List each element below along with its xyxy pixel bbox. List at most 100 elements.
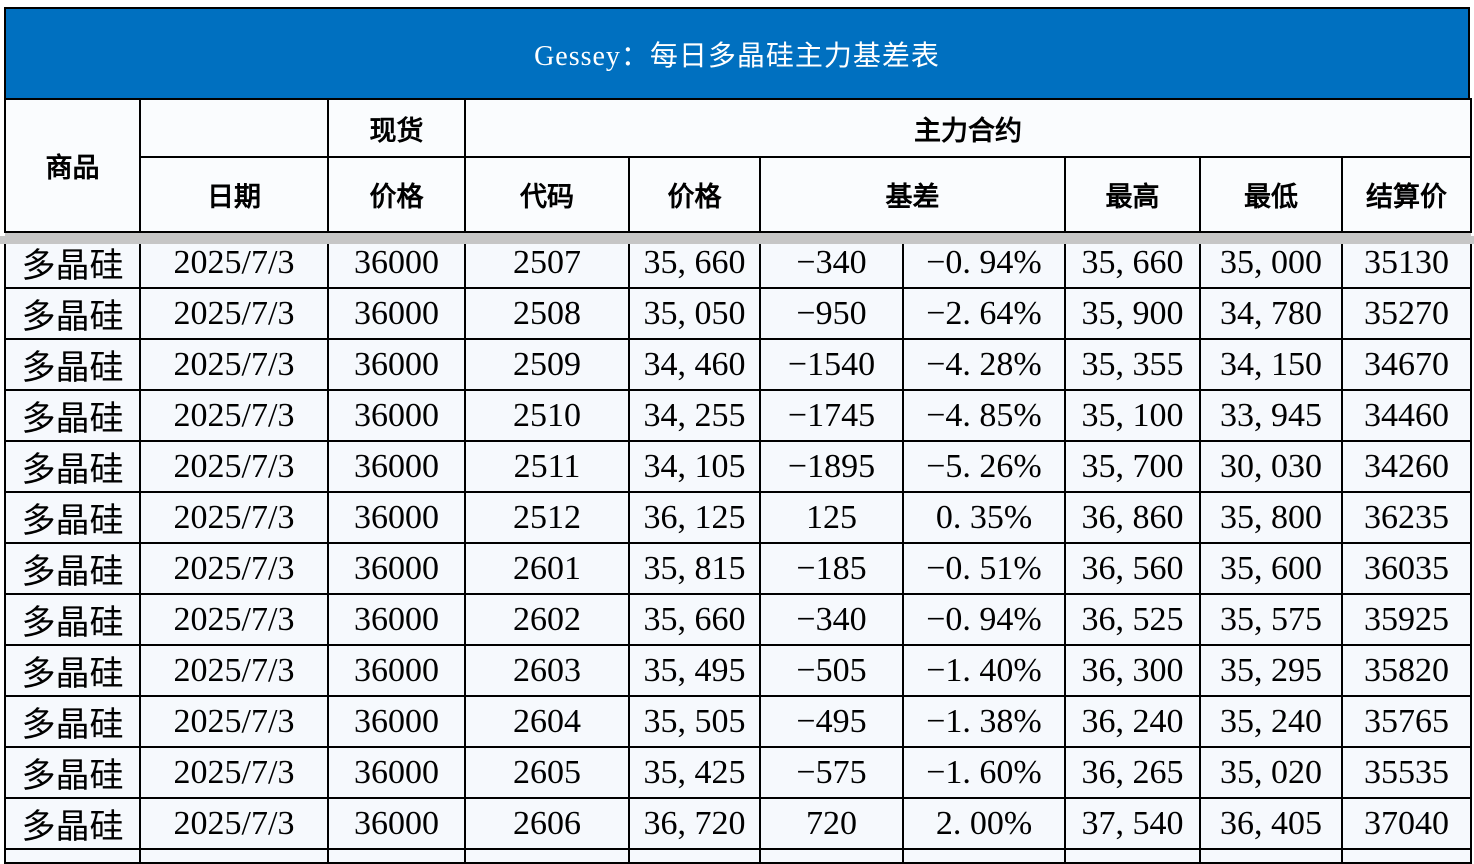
header-row-columns: 日期 价格 代码 价格 基差 最高 最低 结算价: [5, 156, 1473, 233]
cell-date: 2025/7/3: [139, 440, 329, 493]
cell-contract-code: 2507: [464, 236, 630, 289]
cell-commodity: 多晶硅: [4, 644, 141, 697]
cell-price: 35, 495: [628, 644, 761, 697]
cell-low: 34, 150: [1199, 338, 1343, 391]
cell-date: 2025/7/3: [139, 491, 329, 544]
cell-price: 34, 105: [628, 440, 761, 493]
cell-price: 35, 660: [628, 236, 761, 289]
cell-date: 2025/7/3: [139, 287, 329, 340]
frozen-pane-divider: [0, 236, 1474, 244]
cell-commodity: 多晶硅: [4, 440, 141, 493]
cell-contract-code: 2508: [464, 287, 630, 340]
cell-basis: −340: [759, 236, 904, 289]
cell-low: 35, 000: [1199, 236, 1343, 289]
cell-high: 35, 900: [1064, 287, 1201, 340]
cell-contract-code: 2509: [464, 338, 630, 391]
cell-commodity: 多晶硅: [4, 287, 141, 340]
col-header-main-contract-group: 主力合约: [463, 98, 1473, 158]
cell-basis-pct: −1. 38%: [902, 695, 1066, 748]
cell-settlement: 35820: [1340, 644, 1473, 697]
cell-commodity: 多晶硅: [4, 236, 141, 289]
cell-basis: 125: [759, 491, 904, 544]
cell-basis: −340: [759, 593, 904, 646]
cell-price: 34, 255: [628, 389, 761, 442]
cell-price: 35, 815: [628, 542, 761, 595]
cell-contract-code: 2605: [464, 746, 630, 799]
cell-contract-code: 2510: [464, 389, 630, 442]
cell-settlement: 36035: [1340, 542, 1473, 595]
table-row: 多晶硅 2025/7/3 36000 2512 36, 125 125 0. 3…: [4, 491, 1473, 544]
cell-high: 36, 240: [1064, 695, 1201, 748]
cell-spot-price: 36000: [327, 440, 466, 493]
col-header-price: 价格: [628, 156, 761, 233]
cell-low: 35, 800: [1199, 491, 1343, 544]
cell-price: 36, 720: [628, 797, 761, 850]
cell-commodity: 多晶硅: [4, 389, 141, 442]
cell-date: 2025/7/3: [139, 542, 329, 595]
table-row: 多晶硅 2025/7/3 36000 2509 34, 460 −1540 −4…: [4, 338, 1473, 391]
cell-low: 35, 575: [1199, 593, 1343, 646]
cell-settlement: 35535: [1340, 746, 1473, 799]
cell-basis: −1745: [759, 389, 904, 442]
cell-low: 36, 405: [1199, 797, 1343, 850]
cell-basis-pct: 2. 00%: [902, 797, 1066, 850]
cell-price: 34, 460: [628, 338, 761, 391]
header-row-groups: 商品 现货 主力合约: [4, 98, 1473, 233]
cell-basis-pct: −4. 28%: [902, 338, 1066, 391]
cell-settlement: 34670: [1340, 338, 1473, 391]
cell-basis: −185: [759, 542, 904, 595]
cell-spot-price: 36000: [327, 236, 466, 289]
cell-settlement: 36235: [1340, 491, 1473, 544]
basis-table: 商品 现货 主力合约 日期 价格 代码 价格 基差 最高 最低 结算价 多晶硅 …: [4, 98, 1473, 864]
table-row: 多晶硅 2025/7/3 36000 2604 35, 505 −495 −1.…: [4, 695, 1473, 748]
cell-contract-code: 2603: [464, 644, 630, 697]
cell-spot-price: 36000: [327, 491, 466, 544]
cell-low: 35, 600: [1199, 542, 1343, 595]
cell-contract-code: 2601: [464, 542, 630, 595]
cell-commodity: 多晶硅: [4, 542, 141, 595]
cell-basis: −505: [759, 644, 904, 697]
table-row: 多晶硅 2025/7/3 36000 2605 35, 425 −575 −1.…: [4, 746, 1473, 799]
cell-spot-price: 36000: [327, 593, 466, 646]
cell-spot-price: 36000: [327, 644, 466, 697]
table-row: 多晶硅 2025/7/3 36000 2510 34, 255 −1745 −4…: [4, 389, 1473, 442]
cell-price: 35, 660: [628, 593, 761, 646]
table-body: 多晶硅 2025/7/3 36000 2507 35, 660 −340 −0.…: [4, 236, 1473, 850]
col-header-spot-group: 现货: [327, 98, 466, 158]
col-header-spot-price: 价格: [327, 156, 466, 233]
cell-date: 2025/7/3: [139, 593, 329, 646]
cell-contract-code: 2511: [464, 440, 630, 493]
cell-settlement: 34460: [1340, 389, 1473, 442]
cell-basis: −495: [759, 695, 904, 748]
cell-spot-price: 36000: [327, 746, 466, 799]
cell-basis-pct: −1. 40%: [902, 644, 1066, 697]
cell-basis-pct: −2. 64%: [902, 287, 1066, 340]
cell-low: 34, 780: [1199, 287, 1343, 340]
cell-basis: −1540: [759, 338, 904, 391]
cell-low: 35, 020: [1199, 746, 1343, 799]
table-row: 多晶硅 2025/7/3 36000 2508 35, 050 −950 −2.…: [4, 287, 1473, 340]
cell-commodity: 多晶硅: [4, 593, 141, 646]
cell-settlement: 35130: [1340, 236, 1473, 289]
partial-next-row: [4, 848, 1473, 864]
cell-date: 2025/7/3: [139, 338, 329, 391]
cell-basis-pct: −1. 60%: [902, 746, 1066, 799]
cell-basis-pct: −5. 26%: [902, 440, 1066, 493]
col-header-date: 日期: [139, 156, 329, 233]
cell-low: 30, 030: [1199, 440, 1343, 493]
table-row: 多晶硅 2025/7/3 36000 2511 34, 105 −1895 −5…: [4, 440, 1473, 493]
report-title: Gessey：每日多晶硅主力基差表: [534, 40, 940, 72]
cell-basis-pct: 0. 35%: [902, 491, 1066, 544]
cell-date: 2025/7/3: [139, 236, 329, 289]
cell-commodity: 多晶硅: [4, 797, 141, 850]
cell-basis-pct: −0. 94%: [902, 236, 1066, 289]
cell-high: 37, 540: [1064, 797, 1201, 850]
cell-high: 35, 700: [1064, 440, 1201, 493]
cell-contract-code: 2606: [464, 797, 630, 850]
cell-date: 2025/7/3: [139, 389, 329, 442]
col-header-basis: 基差: [759, 156, 1066, 233]
col-header-blank: [139, 98, 329, 158]
cell-high: 35, 100: [1064, 389, 1201, 442]
cell-basis-pct: −0. 94%: [902, 593, 1066, 646]
cell-settlement: 35270: [1340, 287, 1473, 340]
